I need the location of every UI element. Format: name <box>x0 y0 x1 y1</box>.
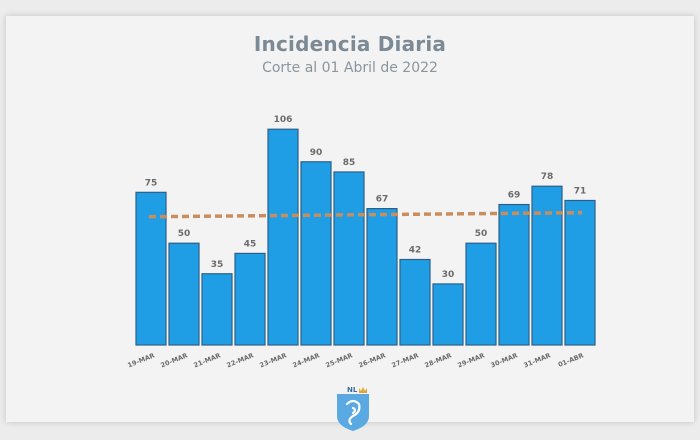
data-label: 42 <box>409 246 422 256</box>
data-label: 75 <box>145 178 158 188</box>
bar <box>300 161 332 346</box>
bar-chart: 75 19-MAR 50 20-MAR 35 21-MAR 45 22-MAR 106 23-MA… <box>127 115 596 369</box>
data-label: 106 <box>274 115 293 125</box>
x-tick-label: 30-MAR <box>490 351 519 369</box>
x-tick-label: 28-MAR <box>424 351 453 369</box>
bar <box>234 252 266 346</box>
data-label: 50 <box>178 229 191 239</box>
bar <box>531 185 563 346</box>
bar <box>366 208 398 346</box>
bar <box>465 242 497 346</box>
crown-icon <box>359 387 367 393</box>
data-label: 35 <box>211 260 224 270</box>
x-tick-label: 19-MAR <box>127 351 156 369</box>
data-label: 85 <box>343 158 356 168</box>
bar <box>168 242 200 346</box>
data-label: 30 <box>442 270 455 280</box>
x-tick-label: 23-MAR <box>259 351 288 369</box>
bar <box>201 273 233 346</box>
data-label: 45 <box>244 239 257 249</box>
x-tick-label: 31-MAR <box>523 351 552 369</box>
x-tick-label: 29-MAR <box>457 351 486 369</box>
x-tick-label: 01-ABR <box>557 351 585 368</box>
logo-text: NL <box>347 386 358 394</box>
bar <box>432 283 464 346</box>
bar <box>267 128 299 346</box>
data-label: 69 <box>508 191 521 201</box>
logo-mark-icon <box>345 399 361 426</box>
nl-logo: NL <box>337 386 369 431</box>
data-label: 71 <box>574 186 587 196</box>
x-tick-label: 21-MAR <box>193 351 222 369</box>
data-label: 90 <box>310 148 323 158</box>
bar <box>564 199 596 346</box>
chart-slide: Incidencia Diaria Corte al 01 Abril de 2… <box>6 16 694 431</box>
trend-line <box>148 210 583 219</box>
x-tick-label: 24-MAR <box>292 351 321 369</box>
data-label: 50 <box>475 229 488 239</box>
data-label: 78 <box>541 172 554 182</box>
x-tick-label: 22-MAR <box>226 351 255 369</box>
chart-subtitle: Corte al 01 Abril de 2022 <box>262 60 438 76</box>
bar <box>498 203 530 346</box>
chart-title: Incidencia Diaria <box>253 32 447 56</box>
bar <box>399 258 431 346</box>
x-tick-label: 27-MAR <box>391 351 420 369</box>
bar <box>333 171 365 346</box>
x-tick-label: 25-MAR <box>325 351 354 369</box>
x-tick-label: 26-MAR <box>358 351 387 369</box>
data-label: 67 <box>376 195 389 205</box>
x-tick-label: 20-MAR <box>160 351 189 369</box>
